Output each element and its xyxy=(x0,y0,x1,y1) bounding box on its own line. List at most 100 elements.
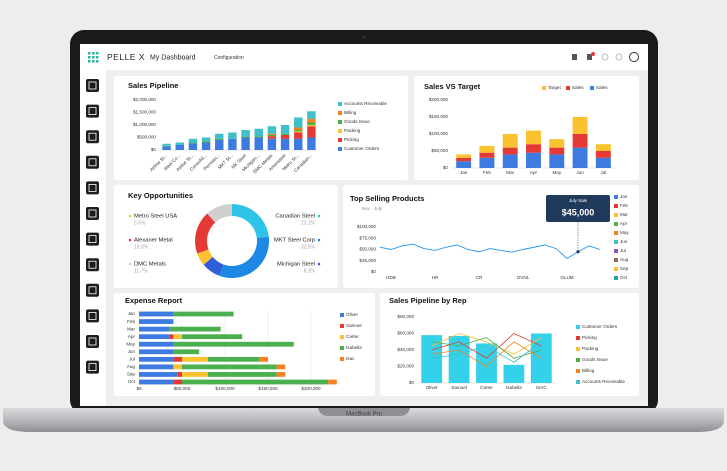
legend-swatch xyxy=(338,138,342,142)
icon[interactable] xyxy=(587,54,592,60)
bar-segment xyxy=(182,334,243,340)
bar-segment xyxy=(215,133,224,139)
x-tick-label: HR xyxy=(432,275,439,280)
y-tick-label: Jul xyxy=(129,357,135,362)
nav-icon[interactable] xyxy=(86,360,99,374)
bar-segment xyxy=(307,122,316,125)
bar-segment xyxy=(182,356,208,362)
legend-label: Sep xyxy=(620,266,629,271)
bar xyxy=(448,335,470,383)
bar-segment xyxy=(502,147,518,155)
nav-icon[interactable] xyxy=(86,283,99,297)
y-tick-label: $500,000 xyxy=(137,135,157,140)
nav-icon[interactable] xyxy=(86,258,99,272)
bar-segment xyxy=(182,364,277,370)
legend-swatch xyxy=(576,369,580,373)
nav-icon[interactable] xyxy=(86,207,99,220)
segment-value: 8.3% xyxy=(304,268,316,274)
bar-segment xyxy=(139,311,174,317)
page-title[interactable]: My Dashboard xyxy=(150,54,196,61)
nav-icon[interactable] xyxy=(86,130,99,144)
x-tick-label: Feb xyxy=(483,170,491,175)
bar-segment xyxy=(188,143,198,150)
bar-segment xyxy=(139,326,170,332)
menu-item[interactable]: Configuration xyxy=(214,55,244,61)
legend-swatch xyxy=(576,347,580,351)
nav-icon[interactable] xyxy=(86,335,99,348)
y-tick-label: $50,000 xyxy=(359,247,376,252)
legend-swatch xyxy=(338,111,342,115)
bar-segment xyxy=(502,154,518,168)
bar-segment xyxy=(162,143,171,146)
donut-segment xyxy=(219,236,269,279)
nav-icon[interactable] xyxy=(86,155,99,169)
legend-label: Mar xyxy=(620,212,628,217)
bar-segment xyxy=(254,137,263,150)
bar-segment xyxy=(254,128,263,137)
x-tick-label: Mar xyxy=(506,170,514,175)
bar-segment xyxy=(201,137,211,142)
legend-label: Jun xyxy=(620,239,628,244)
legend-swatch xyxy=(576,358,580,362)
nav-icon[interactable] xyxy=(86,79,99,92)
legend-swatch xyxy=(338,120,342,124)
legend-label: Apr xyxy=(620,221,628,226)
y-tick-label: Feb xyxy=(127,319,135,324)
nav-glyph xyxy=(88,286,97,295)
legend-swatch xyxy=(340,313,344,317)
x-tick-label: Samuel xyxy=(451,385,467,390)
bar-segment xyxy=(188,138,198,143)
segment-value: 32.5% xyxy=(301,244,316,250)
y-tick-label: $150,000 xyxy=(429,114,449,119)
nav-glyph xyxy=(88,209,97,218)
bar-segment xyxy=(549,139,565,148)
y-tick-label: $50,000 xyxy=(431,148,448,153)
bar-segment xyxy=(139,356,174,362)
bar-segment xyxy=(173,341,294,347)
chart-title: Sales Pipeline xyxy=(128,81,178,90)
bar-segment xyxy=(294,132,303,139)
nav-glyph xyxy=(88,107,97,115)
brand: PELLE X xyxy=(107,52,145,62)
legend-label: Picking xyxy=(344,137,359,142)
legend-label: Packing xyxy=(344,128,361,133)
y-tick-label: $100,000 xyxy=(429,131,449,136)
bar-segment xyxy=(173,311,234,317)
icon[interactable] xyxy=(572,54,577,60)
nav-icon[interactable] xyxy=(86,104,99,118)
bar-segment xyxy=(259,356,268,362)
nav-icon[interactable] xyxy=(86,232,99,246)
avatar[interactable] xyxy=(629,52,639,62)
bar-segment xyxy=(267,135,277,137)
legend-label: Samuel xyxy=(346,323,362,328)
icon[interactable] xyxy=(615,53,623,61)
x-tick-label: $100,000 xyxy=(215,386,235,391)
y-tick-label: Sep xyxy=(127,372,136,377)
bar-segment xyxy=(572,117,588,134)
legend-swatch xyxy=(614,222,618,226)
bar-segment xyxy=(175,142,184,145)
laptop-base xyxy=(3,408,724,432)
y-tick-label: Jun xyxy=(128,349,136,354)
segment-label: DMC Metals xyxy=(134,262,166,268)
y-tick-label: $0 xyxy=(409,380,415,385)
icon[interactable] xyxy=(601,53,609,61)
nav-glyph xyxy=(88,158,97,167)
bar-segment xyxy=(254,136,263,138)
header-icons xyxy=(572,52,639,62)
legend-label: Isac xyxy=(346,356,355,361)
bar-segment xyxy=(280,125,290,134)
y-tick-label: $2,000,000 xyxy=(133,97,156,102)
legend-label: Customer Orders xyxy=(344,146,380,151)
legend-dot xyxy=(317,214,321,218)
bar-segment xyxy=(267,138,277,150)
nav-icon[interactable] xyxy=(86,181,99,195)
legend-swatch xyxy=(614,276,618,280)
bar-segment xyxy=(267,126,277,134)
bar-segment xyxy=(173,364,182,370)
bar-segment xyxy=(139,364,174,370)
x-tick-label: $0 xyxy=(136,386,142,391)
legend-swatch xyxy=(614,249,618,253)
legend-label: Accounts Receivable xyxy=(582,379,625,384)
nav-icon[interactable] xyxy=(86,309,99,323)
